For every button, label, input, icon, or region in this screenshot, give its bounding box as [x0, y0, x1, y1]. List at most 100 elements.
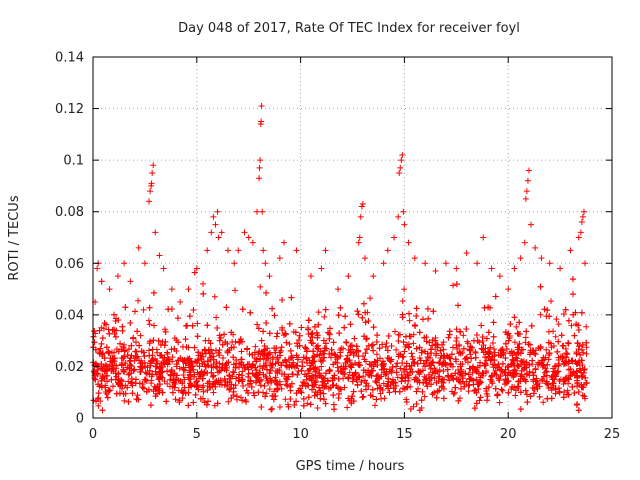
data-point — [415, 368, 422, 375]
data-point — [428, 381, 435, 388]
data-point — [317, 356, 324, 363]
data-point — [583, 339, 590, 346]
data-point — [464, 340, 471, 347]
data-point — [121, 347, 128, 354]
data-point — [92, 346, 99, 353]
data-point — [260, 328, 267, 335]
ticks-layer: 0 0.02 0.04 0.06 0.08 0.1 0.12 0.14 0 5 10 15 20 25 — [55, 51, 620, 443]
x-tick-label: 15 — [396, 427, 413, 442]
data-point — [149, 371, 156, 378]
data-point — [382, 371, 389, 378]
data-point — [214, 324, 221, 331]
data-point — [98, 324, 105, 331]
data-point — [137, 332, 144, 339]
data-point — [476, 397, 483, 404]
data-point — [258, 404, 265, 411]
data-point — [575, 346, 582, 353]
data-point — [141, 260, 148, 267]
data-point — [354, 382, 361, 389]
data-point — [492, 385, 499, 392]
data-point — [278, 344, 285, 351]
data-point — [271, 312, 278, 319]
data-point — [388, 379, 395, 386]
data-point — [136, 357, 143, 364]
data-point — [555, 368, 562, 375]
data-point — [126, 370, 133, 377]
data-point — [297, 385, 304, 392]
data-point — [308, 339, 315, 346]
data-point — [192, 391, 199, 398]
data-point — [582, 374, 589, 381]
data-point — [216, 360, 223, 367]
data-point — [411, 376, 418, 383]
data-point — [440, 379, 447, 386]
data-point — [349, 378, 356, 385]
data-point — [230, 361, 237, 368]
data-point — [404, 383, 411, 390]
data-point — [453, 281, 460, 288]
data-point — [383, 368, 390, 375]
data-point — [249, 239, 256, 246]
data-point — [336, 330, 343, 337]
data-point — [197, 352, 204, 359]
data-point — [483, 335, 490, 342]
data-point — [175, 339, 182, 346]
data-point — [530, 390, 537, 397]
data-point — [355, 353, 362, 360]
data-point — [552, 333, 559, 340]
data-point — [190, 306, 197, 313]
data-point — [286, 340, 293, 347]
data-point — [451, 389, 458, 396]
data-point — [504, 331, 511, 338]
data-point — [320, 390, 327, 397]
data-point — [493, 371, 500, 378]
data-point — [410, 359, 417, 366]
data-point — [111, 311, 118, 318]
data-point — [194, 320, 201, 327]
data-point — [256, 164, 263, 171]
data-point — [277, 381, 284, 388]
data-point — [403, 399, 410, 406]
data-point — [129, 390, 136, 397]
data-point — [425, 371, 432, 378]
data-point — [434, 387, 441, 394]
data-point — [537, 283, 544, 290]
data-point — [536, 393, 543, 400]
data-point — [223, 304, 230, 311]
data-point — [110, 368, 117, 375]
x-axis-label: GPS time / hours — [296, 459, 405, 474]
data-point — [553, 316, 560, 323]
data-point — [355, 361, 362, 368]
data-point — [488, 373, 495, 380]
data-point — [312, 372, 319, 379]
data-point — [101, 355, 108, 362]
data-point — [396, 331, 403, 338]
data-point — [321, 354, 328, 361]
data-point — [318, 374, 325, 381]
data-point — [90, 369, 97, 376]
data-point — [511, 362, 518, 369]
data-point — [330, 401, 337, 408]
data-point — [168, 346, 175, 353]
data-point — [455, 397, 462, 404]
data-point — [583, 350, 590, 357]
data-point — [179, 343, 186, 350]
data-point — [306, 366, 313, 373]
data-point — [541, 356, 548, 363]
data-point — [326, 368, 333, 375]
data-point — [525, 341, 532, 348]
data-point — [575, 388, 582, 395]
data-point — [473, 400, 480, 407]
data-point — [200, 388, 207, 395]
data-point — [212, 221, 219, 228]
data-point — [480, 349, 487, 356]
data-point — [490, 333, 497, 340]
data-point — [142, 376, 149, 383]
data-point — [96, 383, 103, 390]
data-point — [522, 387, 529, 394]
data-point — [523, 328, 530, 335]
data-point — [398, 378, 405, 385]
data-point — [356, 374, 363, 381]
data-point — [246, 350, 253, 357]
data-point — [298, 324, 305, 331]
